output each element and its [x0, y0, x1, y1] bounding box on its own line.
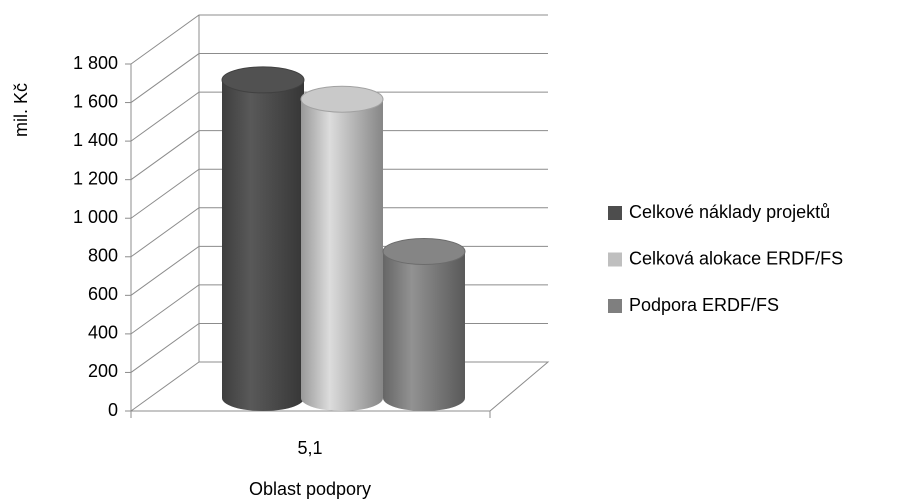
- bar: [300, 85, 384, 411]
- legend-swatch: [608, 206, 622, 220]
- y-tick-label: 200: [88, 361, 118, 381]
- y-tick-label: 1 400: [73, 130, 118, 150]
- bar: [382, 237, 466, 411]
- y-tick-label: 400: [88, 323, 118, 343]
- bar-top: [221, 66, 305, 94]
- grid-line: [130, 53, 548, 103]
- x-axis-label: Oblast podpory: [249, 479, 371, 499]
- y-tick-label: 600: [88, 284, 118, 304]
- bar-body: [222, 79, 304, 412]
- grid-line: [130, 207, 548, 258]
- grid-line: [130, 130, 548, 181]
- y-tick-label: 1 800: [73, 53, 118, 73]
- y-axis-label: mil. Kč: [11, 83, 31, 137]
- legend-swatch: [608, 252, 622, 267]
- bar-top: [382, 237, 466, 265]
- grid-line: [130, 14, 548, 65]
- y-tick-label: 1 200: [73, 168, 118, 188]
- bar-top: [300, 85, 384, 113]
- legend-label: Celkové náklady projektů: [629, 202, 830, 222]
- bar-body: [301, 99, 383, 411]
- grid-line: [130, 168, 548, 219]
- floor: [129, 361, 550, 412]
- legend-swatch: [608, 299, 622, 313]
- y-tick-label: 0: [108, 400, 118, 420]
- legend-label: Celková alokace ERDF/FS: [629, 248, 843, 268]
- y-tick-label: 1 600: [73, 91, 118, 111]
- y-tick-label: 1 000: [73, 207, 118, 227]
- bar: [221, 66, 305, 412]
- bar-body: [383, 251, 465, 411]
- grid-line: [130, 91, 548, 142]
- x-tick-label: 5,1: [297, 438, 322, 458]
- y-tick-label: 800: [88, 246, 118, 266]
- legend-label: Podpora ERDF/FS: [629, 295, 779, 315]
